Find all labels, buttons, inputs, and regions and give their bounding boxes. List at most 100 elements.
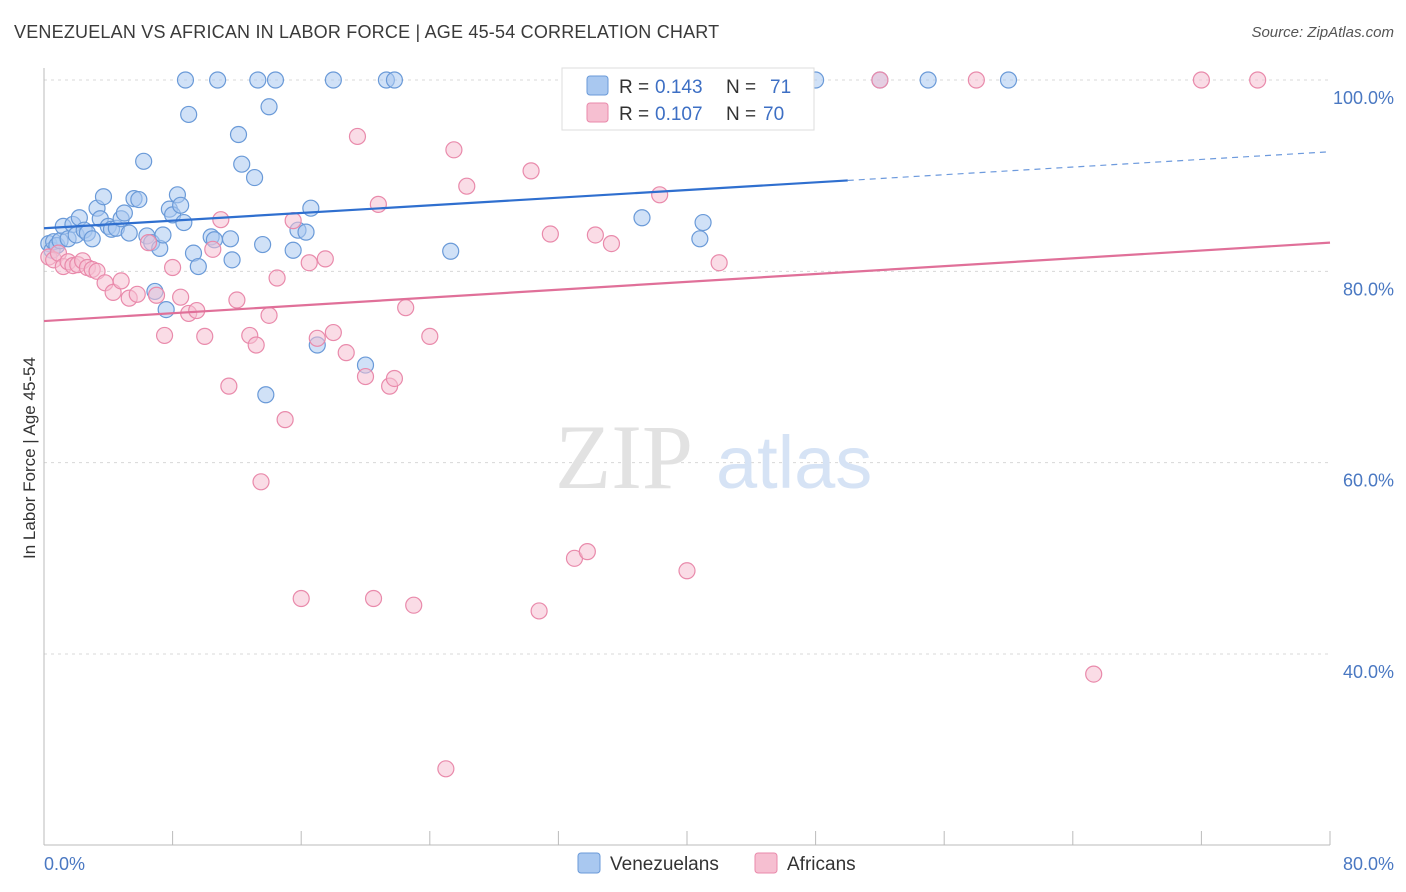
african-point	[268, 269, 286, 287]
venezuelan-point	[189, 257, 207, 276]
african-point	[522, 162, 540, 180]
series-legend-swatch-venezuelans	[577, 852, 601, 874]
venezuelan-point	[297, 223, 315, 241]
african-point	[1249, 71, 1267, 89]
african-point	[385, 369, 404, 388]
venezuelan-point	[694, 213, 712, 232]
african-point	[458, 177, 476, 195]
african-point	[196, 327, 214, 345]
african-point	[204, 240, 222, 258]
chart-title: VENEZUELAN VS AFRICAN IN LABOR FORCE | A…	[14, 22, 720, 42]
venezuelan-point	[233, 155, 251, 173]
legend-swatch-africans	[586, 102, 609, 123]
legend-n-label-2: N =	[726, 104, 756, 125]
venezuelan-point	[999, 71, 1018, 89]
african-point	[276, 411, 294, 429]
african-point	[247, 336, 265, 354]
venezuelan-point	[172, 196, 190, 214]
african-point	[397, 299, 415, 317]
african-point	[871, 71, 889, 89]
venezuelan-point	[254, 235, 272, 254]
venezuelan-point	[180, 105, 198, 124]
venezuelan-point	[154, 226, 172, 244]
african-point	[284, 212, 302, 230]
venezuelan-point	[83, 230, 101, 248]
venezuelan-point	[919, 71, 937, 89]
legend-r-value-1: 0.143	[655, 77, 703, 98]
african-point	[967, 71, 985, 89]
african-point	[1192, 71, 1211, 89]
watermark: ZIP atlas	[555, 406, 872, 508]
african-point	[147, 286, 166, 304]
african-point	[421, 327, 439, 345]
y-axis-label: In Labor Force | Age 45-54	[20, 357, 39, 559]
african-point	[172, 288, 190, 306]
venezuelan-point	[120, 224, 138, 242]
y-tick-label-80: 80.0%	[1343, 279, 1394, 299]
venezuelan-point	[691, 230, 709, 248]
series-africans	[40, 71, 1267, 778]
african-point	[220, 377, 238, 395]
venezuelan-point	[266, 71, 285, 89]
african-point	[308, 329, 326, 347]
african-point	[112, 272, 130, 290]
african-point	[324, 323, 342, 342]
venezuelan-point	[245, 168, 264, 187]
venezuelan-point	[249, 71, 267, 89]
watermark-atlas: atlas	[716, 421, 872, 504]
venezuelan-point	[260, 98, 278, 116]
african-point	[530, 602, 548, 620]
venezuelan-point	[115, 204, 133, 222]
venezuelan-point	[94, 188, 113, 206]
african-point	[252, 473, 270, 491]
trendlines	[43, 151, 1331, 323]
axes	[43, 68, 1331, 846]
african-point	[164, 258, 182, 277]
african-point	[678, 562, 696, 580]
african-point	[710, 254, 728, 272]
african-point	[445, 141, 463, 159]
african-point	[541, 225, 559, 243]
venezuelan-point	[176, 71, 195, 89]
trendline-venezuelans	[43, 179, 848, 230]
african-point	[228, 291, 246, 309]
trendline-africans	[43, 241, 1331, 323]
african-point	[405, 596, 423, 614]
african-point	[437, 760, 455, 778]
legend-n-value-2: 70	[763, 104, 784, 125]
y-tick-labels: 40.0% 60.0% 80.0% 100.0%	[1333, 88, 1394, 682]
african-point	[369, 195, 387, 213]
african-point	[155, 326, 174, 345]
african-point	[578, 543, 596, 561]
african-point	[300, 254, 318, 272]
venezuelan-point	[442, 242, 460, 260]
african-point	[292, 589, 310, 608]
chart-source: Source: ZipAtlas.com	[1251, 24, 1394, 41]
y-tick-label-40: 40.0%	[1343, 662, 1394, 682]
african-point	[348, 127, 367, 146]
african-point	[316, 250, 334, 268]
x-tick-label-max: 80.0%	[1343, 854, 1394, 874]
series-legend: Venezuelans Africans	[577, 852, 856, 875]
legend-n-label-1: N =	[726, 77, 756, 98]
x-tick-label-min: 0.0%	[44, 854, 85, 874]
trendline-venezuelans-extension	[847, 151, 1331, 182]
venezuelan-point	[221, 230, 240, 248]
african-point	[337, 344, 355, 362]
legend-r-label-2: R =	[619, 104, 649, 125]
venezuelan-point	[229, 125, 248, 144]
african-point	[260, 306, 278, 324]
venezuelan-point	[223, 251, 241, 269]
venezuelan-point	[157, 301, 175, 319]
legend-swatch-venezuelans	[586, 75, 609, 96]
african-point	[356, 367, 375, 386]
african-point	[128, 285, 146, 303]
legend-r-value-2: 0.107	[655, 104, 703, 125]
venezuelan-point	[135, 152, 153, 170]
african-point	[1085, 665, 1103, 683]
african-point	[586, 226, 604, 244]
series-venezuelans	[40, 71, 1018, 404]
y-tick-label-60: 60.0%	[1343, 471, 1394, 491]
grid	[44, 79, 1330, 655]
